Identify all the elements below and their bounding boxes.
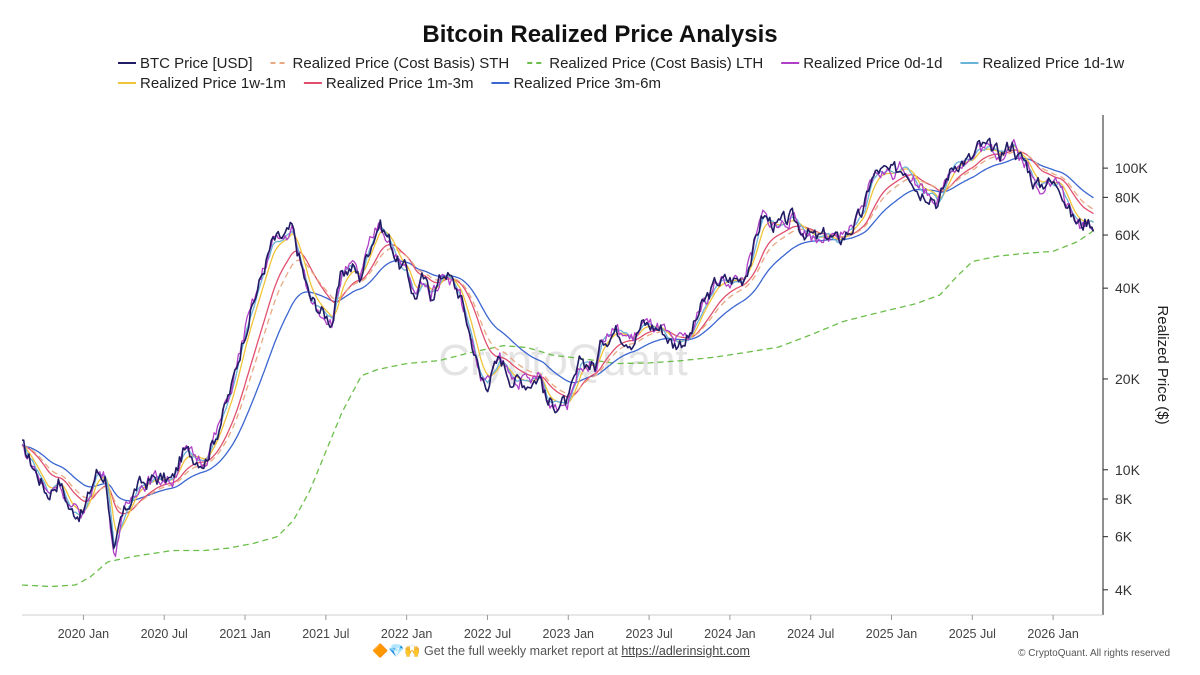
footer-text: Get the full weekly market report at xyxy=(424,644,622,658)
series-line-btc-price-usd xyxy=(22,137,1095,550)
y-tick-label: 4K xyxy=(1115,582,1133,598)
legend-label[interactable]: Realized Price 1m-3m xyxy=(326,75,474,92)
legend-label[interactable]: Realized Price (Cost Basis) STH xyxy=(293,55,510,72)
y-tick-label: 8K xyxy=(1115,491,1133,507)
x-tick-label: 2021 Jan xyxy=(219,627,270,641)
chart-title: Bitcoin Realized Price Analysis xyxy=(422,21,777,48)
y-tick-label: 100K xyxy=(1115,160,1148,176)
series-line-realized-price-1d-1w xyxy=(21,143,1094,547)
copyright: © CryptoQuant. All rights reserved xyxy=(1018,648,1170,659)
footer: 🔶💎🙌 Get the full weekly market report at… xyxy=(372,644,750,659)
y-tick-label: 40K xyxy=(1115,280,1141,296)
series-line-realized-price-cost-basis-lth xyxy=(21,230,1094,588)
x-axis-ticks: 2020 Jan 2020 Jul 2021 Jan 2021 Jul 2022 Jan… xyxy=(58,615,1079,641)
x-tick-label: 2022 Jul xyxy=(464,627,511,641)
report-link[interactable]: https://adlerinsight.com xyxy=(621,644,750,658)
x-tick-label: 2021 Jul xyxy=(302,627,349,641)
legend-label[interactable]: Realized Price 1w-1m xyxy=(140,75,286,92)
legend-label[interactable]: Realized Price 0d-1d xyxy=(803,55,942,72)
x-tick-label: 2022 Jan xyxy=(381,627,432,641)
y-tick-label: 20K xyxy=(1115,371,1141,387)
y-tick-label: 80K xyxy=(1115,189,1141,205)
y-tick-label: 6K xyxy=(1115,529,1133,545)
y-tick-label: 10K xyxy=(1115,462,1141,478)
x-tick-label: 2023 Jan xyxy=(543,627,594,641)
x-tick-label: 2025 Jan xyxy=(866,627,917,641)
x-tick-label: 2025 Jul xyxy=(949,627,996,641)
x-tick-label: 2026 Jan xyxy=(1027,627,1078,641)
legend-label[interactable]: BTC Price [USD] xyxy=(140,55,253,72)
x-tick-label: 2023 Jul xyxy=(625,627,672,641)
y-tick-label: 60K xyxy=(1115,227,1141,243)
legend-label[interactable]: Realized Price (Cost Basis) LTH xyxy=(549,55,763,72)
plot-area xyxy=(21,137,1095,588)
x-tick-label: 2024 Jul xyxy=(787,627,834,641)
series-line-realized-price-1m-3m xyxy=(21,149,1094,515)
x-tick-label: 2024 Jan xyxy=(704,627,755,641)
y-axis-ticks: 4K 6K 8K 10K 20K 40K 60K 80K 100K xyxy=(1103,160,1148,598)
x-tick-label: 2020 Jul xyxy=(141,627,188,641)
legend-label[interactable]: Realized Price 1d-1w xyxy=(982,55,1124,72)
y-axis-label: Realized Price ($) xyxy=(1154,305,1171,424)
x-tick-label: 2020 Jan xyxy=(58,627,109,641)
diamond-hands-icon: 🔶💎🙌 xyxy=(372,644,421,659)
legend: BTC Price [USD] Realized Price (Cost Basi… xyxy=(118,55,1124,92)
legend-label[interactable]: Realized Price 3m-6m xyxy=(513,75,661,92)
